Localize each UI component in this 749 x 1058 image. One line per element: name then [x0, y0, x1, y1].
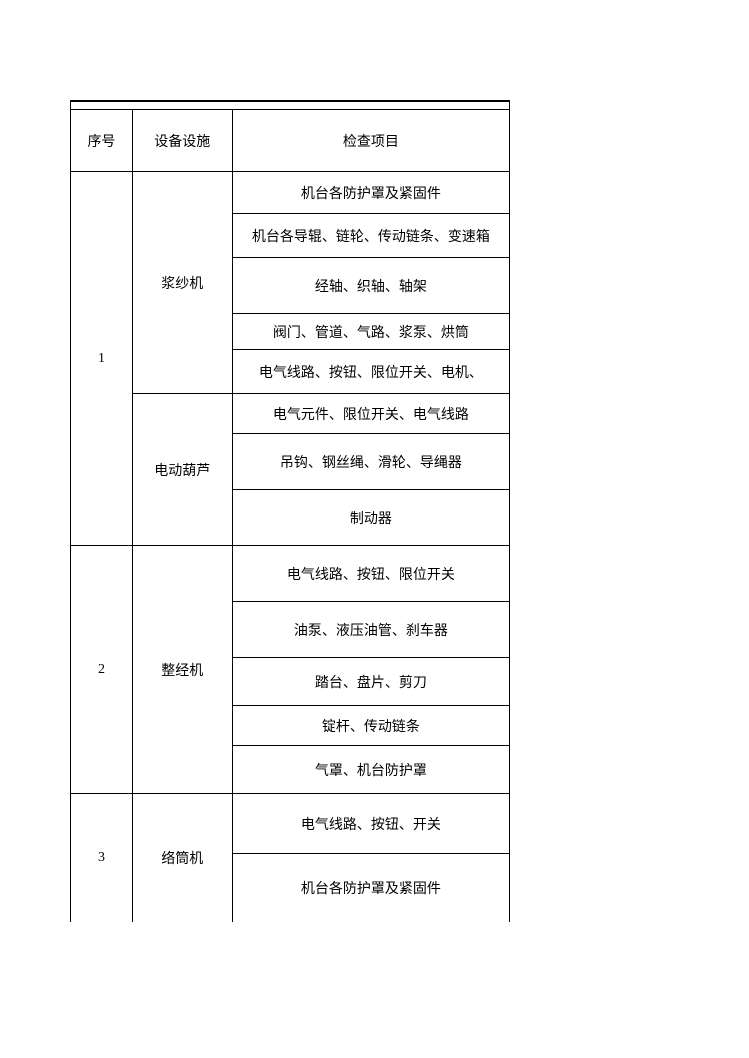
- cell-item: 电气线路、按钮、限位开关: [232, 546, 509, 602]
- cell-item: 经轴、织轴、轴架: [232, 258, 509, 314]
- cell-item: 阀门、管道、气路、浆泵、烘筒: [232, 314, 509, 350]
- table-header-row: 序号 设备设施 检查项目: [71, 110, 510, 172]
- cell-seq: 2: [71, 546, 133, 794]
- cell-item: 机台各防护罩及紧固件: [232, 854, 509, 922]
- cell-seq: 3: [71, 794, 133, 922]
- cell-item: 机台各导辊、链轮、传动链条、变速箱: [232, 214, 509, 258]
- header-seq: 序号: [71, 110, 133, 172]
- header-equipment: 设备设施: [132, 110, 232, 172]
- table-row: 1 浆纱机 机台各防护罩及紧固件: [71, 172, 510, 214]
- cell-item: 气罩、机台防护罩: [232, 746, 509, 794]
- cell-item: 制动器: [232, 490, 509, 546]
- inspection-table: 序号 设备设施 检查项目 1 浆纱机 机台各防护罩及紧固件 机台各导辊、链轮、传…: [70, 101, 510, 922]
- cell-item: 吊钩、钢丝绳、滑轮、导绳器: [232, 434, 509, 490]
- cell-equipment: 电动葫芦: [132, 394, 232, 546]
- cell-item: 机台各防护罩及紧固件: [232, 172, 509, 214]
- cell-item: 油泵、液压油管、刹车器: [232, 602, 509, 658]
- table-row: 3 络筒机 电气线路、按钮、开关: [71, 794, 510, 854]
- cell-item: 电气线路、按钮、限位开关、电机、: [232, 350, 509, 394]
- cell-item: 电气元件、限位开关、电气线路: [232, 394, 509, 434]
- cell-equipment: 整经机: [132, 546, 232, 794]
- cell-item: 踏台、盘片、剪刀: [232, 658, 509, 706]
- document-page: 序号 设备设施 检查项目 1 浆纱机 机台各防护罩及紧固件 机台各导辊、链轮、传…: [70, 100, 510, 922]
- cell-item: 电气线路、按钮、开关: [232, 794, 509, 854]
- cell-equipment: 络筒机: [132, 794, 232, 922]
- header-item: 检查项目: [232, 110, 509, 172]
- cell-seq: 1: [71, 172, 133, 546]
- cell-item: 锭杆、传动链条: [232, 706, 509, 746]
- table-row: 电动葫芦 电气元件、限位开关、电气线路: [71, 394, 510, 434]
- table-row: 2 整经机 电气线路、按钮、限位开关: [71, 546, 510, 602]
- cell-equipment: 浆纱机: [132, 172, 232, 394]
